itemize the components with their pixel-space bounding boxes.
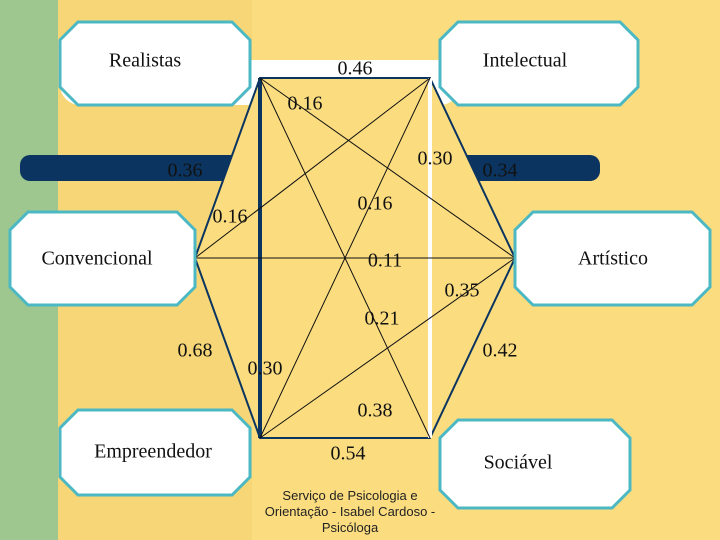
correlation-label: 0.16 <box>358 193 393 215</box>
node-box <box>58 20 252 107</box>
footer: Serviço de Psicologia e Orientação - Isa… <box>264 488 436 535</box>
correlation-label: 0.46 <box>338 58 373 80</box>
correlation-label: 0.54 <box>331 443 366 465</box>
node-label: Artístico <box>578 248 648 270</box>
node-label: Intelectual <box>483 50 568 72</box>
node-box <box>513 210 712 307</box>
node-box <box>438 20 640 107</box>
node-label: Sociável <box>484 452 553 474</box>
link <box>194 77 431 259</box>
node-label: Realistas <box>109 50 181 72</box>
link <box>259 257 516 439</box>
correlation-label: 0.36 <box>168 160 203 182</box>
correlation-label: 0.30 <box>248 358 283 380</box>
correlation-labels: 0.46 0.16 0.36 0.30 0.34 0.16 0.16 0.11 0.35 0.21… <box>168 58 518 465</box>
correlation-label: 0.42 <box>483 340 518 362</box>
correlation-label: 0.16 <box>288 93 323 115</box>
correlation-label: 0.16 <box>213 206 248 228</box>
links <box>194 77 516 439</box>
correlation-label: 0.68 <box>178 340 213 362</box>
correlation-label: 0.38 <box>358 400 393 422</box>
node-box <box>8 210 197 307</box>
node-label: Convencional <box>41 248 153 270</box>
node-box <box>58 408 252 497</box>
correlation-label: 0.35 <box>445 280 480 302</box>
node-label: Empreendedor <box>94 441 212 463</box>
correlation-label: 0.34 <box>483 160 518 182</box>
correlation-label: 0.30 <box>418 148 453 170</box>
correlation-label: 0.21 <box>365 308 400 330</box>
correlation-label: 0.11 <box>368 250 402 272</box>
nodes: Realistas Intelectual Convencional Artístic… <box>8 20 712 510</box>
node-box <box>438 418 632 510</box>
